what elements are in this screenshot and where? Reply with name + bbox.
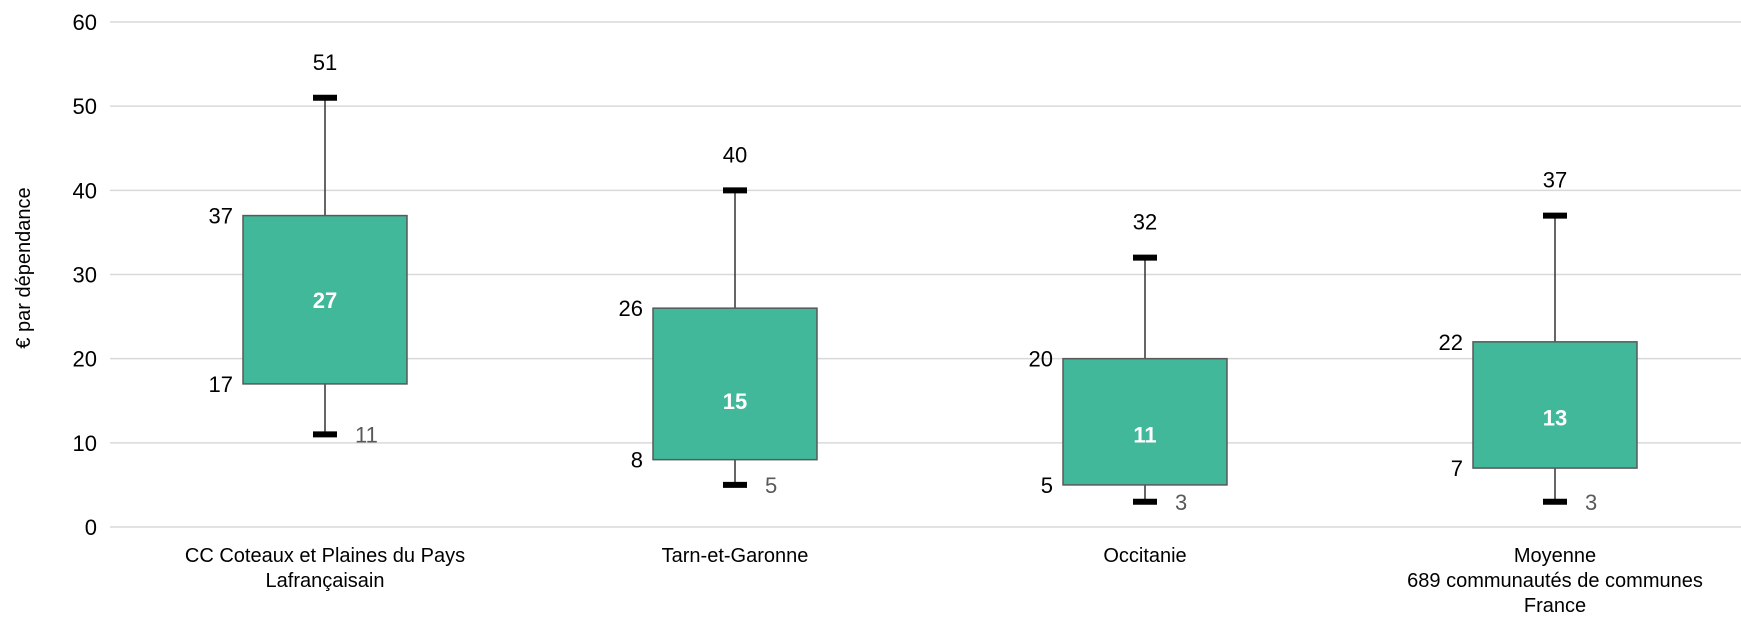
box-group-3: 32 3 20 5 11 bbox=[1029, 210, 1228, 515]
q1-label: 5 bbox=[1041, 473, 1053, 498]
y-tick-label: 20 bbox=[73, 347, 97, 372]
iqr-box bbox=[242, 214, 408, 385]
q1-label: 8 bbox=[631, 448, 643, 473]
q3-label: 20 bbox=[1029, 347, 1053, 372]
min-label: 3 bbox=[1585, 490, 1597, 515]
iqr-box bbox=[1062, 357, 1228, 486]
median-label: 13 bbox=[1543, 406, 1567, 431]
q1-label: 17 bbox=[209, 372, 233, 397]
y-tick-label: 0 bbox=[85, 515, 97, 540]
q1-label: 7 bbox=[1451, 456, 1463, 481]
category-label: Occitanie bbox=[1103, 545, 1186, 567]
category-label: France bbox=[1524, 595, 1586, 617]
min-label: 3 bbox=[1175, 490, 1187, 515]
box-group-2: 40 5 26 8 15 bbox=[619, 142, 818, 498]
q3-label: 22 bbox=[1439, 330, 1463, 355]
max-label: 32 bbox=[1133, 210, 1157, 235]
y-axis-label: € par dépendance bbox=[13, 187, 35, 348]
y-tick-label: 30 bbox=[73, 263, 97, 288]
max-label: 51 bbox=[313, 50, 337, 75]
y-tick-label: 60 bbox=[73, 10, 97, 35]
box-group-4: 37 3 22 7 13 bbox=[1439, 168, 1638, 515]
q3-label: 26 bbox=[619, 296, 643, 321]
median-label: 27 bbox=[313, 288, 337, 313]
iqr-box bbox=[1472, 341, 1638, 469]
category-label: CC Coteaux et Plaines du Pays bbox=[185, 545, 465, 567]
y-tick-label: 50 bbox=[73, 94, 97, 119]
box-group-1: 51 11 37 17 27 bbox=[209, 50, 408, 447]
category-label: Lafrançaisain bbox=[266, 570, 385, 592]
category-label: Tarn-et-Garonne bbox=[662, 545, 809, 567]
iqr-box bbox=[652, 307, 818, 461]
median-label: 15 bbox=[723, 389, 747, 414]
category-label: 689 communautés de communes bbox=[1407, 570, 1703, 592]
x-axis: CC Coteaux et Plaines du Pays Lafrançaisa… bbox=[185, 545, 1703, 617]
y-axis: 0 10 20 30 40 50 60 bbox=[73, 10, 97, 540]
max-label: 37 bbox=[1543, 168, 1567, 193]
min-label: 5 bbox=[765, 473, 777, 498]
median-label: 11 bbox=[1133, 422, 1156, 447]
y-tick-label: 40 bbox=[73, 178, 97, 203]
y-tick-label: 10 bbox=[73, 431, 97, 456]
min-label: 11 bbox=[355, 422, 378, 447]
boxes: 51 11 37 17 27 40 5 26 8 15 32 3 20 5 11 37 3 22 7 13 bbox=[209, 50, 1638, 515]
max-label: 40 bbox=[723, 142, 747, 167]
q3-label: 37 bbox=[209, 204, 233, 229]
category-label: Moyenne bbox=[1514, 545, 1596, 567]
